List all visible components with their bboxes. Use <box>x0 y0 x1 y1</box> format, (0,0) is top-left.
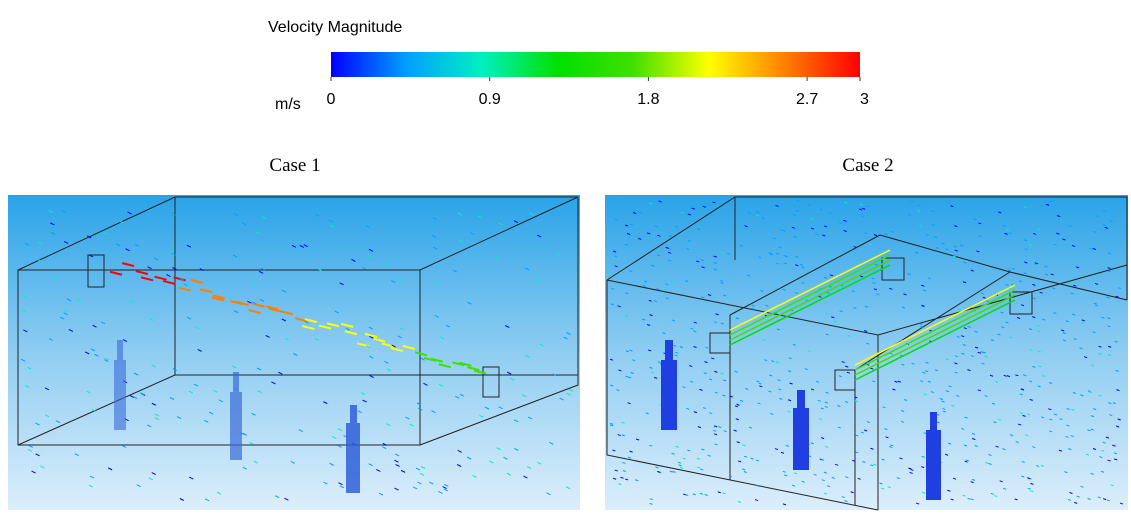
panel-1 <box>8 195 580 510</box>
colorbar-title: Velocity Magnitude <box>268 19 402 36</box>
panel-caption: Case 1 <box>269 155 320 176</box>
colorbar-tick-label: 2.7 <box>796 91 818 108</box>
panel-caption: Case 2 <box>842 155 893 176</box>
colorbar-tick-label: 0.9 <box>479 91 501 108</box>
colorbar-tick-label: 0 <box>327 91 336 108</box>
colorbar-unit: m/s <box>275 96 301 113</box>
colorbar <box>331 52 860 77</box>
panel-2 <box>605 195 1128 510</box>
colorbar-tick-label: 3 <box>860 91 869 108</box>
figure: Velocity Magnitude m/s Case 1 Case 2 0 0.… <box>0 0 1131 517</box>
colorbar-tick-label: 1.8 <box>637 91 659 108</box>
